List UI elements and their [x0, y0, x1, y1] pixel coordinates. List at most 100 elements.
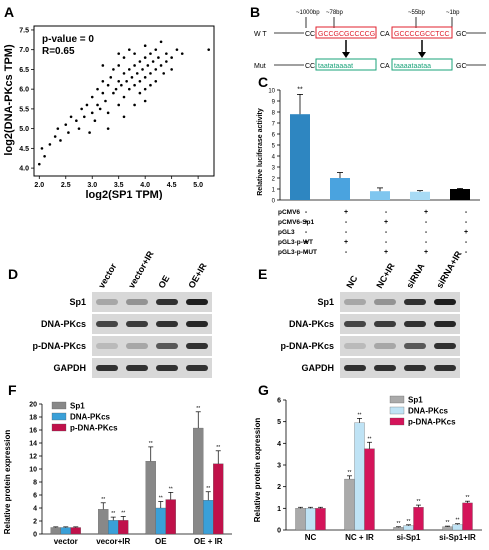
- table-mark-c: +: [424, 209, 428, 216]
- table-mark-c: +: [344, 209, 348, 216]
- scatter-point: [138, 91, 142, 95]
- table-mark-c: -: [465, 219, 468, 226]
- sig-marker: **: [149, 441, 153, 447]
- blot-band: [374, 299, 396, 305]
- scatter-point: [59, 139, 62, 142]
- blot-band: [344, 365, 366, 371]
- scatter-point: [141, 68, 144, 71]
- scatter-point: [159, 64, 163, 67]
- scatter-point: [122, 72, 126, 75]
- panel-label-d: D: [8, 266, 19, 282]
- y-tick-label: 16: [29, 428, 37, 435]
- scatter-point: [43, 154, 46, 158]
- scatter-point: [180, 52, 184, 55]
- bar: [165, 499, 176, 535]
- legend-label: Sp1: [70, 402, 85, 411]
- pos-label-1000bp: ~1000bp: [296, 10, 320, 16]
- blot-band: [404, 365, 426, 371]
- scatter-point: [75, 119, 78, 123]
- blot-band: [126, 299, 148, 305]
- scatter-point: [88, 131, 91, 134]
- scatter-point: [96, 103, 99, 107]
- table-mark-c: -: [345, 249, 348, 256]
- sig-marker: **: [348, 470, 352, 476]
- legend-label: Sp1: [408, 396, 423, 405]
- category-label: NC + IR: [345, 533, 374, 542]
- blot-band: [374, 321, 396, 327]
- protein-bar-chart-f: Relative protein expression 0 2 4 6 8 10 12 14 1…: [3, 402, 232, 546]
- scatter-point: [157, 56, 160, 59]
- scatter-point: [101, 79, 105, 83]
- sig-marker: **: [368, 436, 372, 442]
- scatter-point: [170, 68, 173, 71]
- scatter-point: [53, 135, 57, 138]
- luciferase-bar-chart: Relative luciferase activity 0 1 2 3 4 5 6 7 8 9 1…: [257, 86, 480, 256]
- blot-band: [126, 365, 148, 371]
- y-tick-label: 2: [277, 484, 281, 491]
- blot-row-label: GAPDH: [53, 363, 86, 373]
- x-tick-label-a: 2.0: [34, 182, 44, 189]
- y-tick-label-a: 6.0: [19, 87, 29, 94]
- y-tick-label-c: 0: [272, 199, 276, 205]
- scatter-point: [170, 56, 173, 59]
- y-tick-label: 6: [277, 398, 281, 405]
- scatter-point: [122, 56, 126, 59]
- scatter-point: [146, 64, 150, 67]
- legend-swatch: [389, 417, 405, 426]
- mut-seq-left: CC: [305, 63, 315, 70]
- scatter-point: [56, 127, 60, 130]
- y-tick-label: 1: [277, 506, 281, 513]
- blot-band: [156, 365, 178, 371]
- blot-band: [156, 343, 178, 349]
- sig-marker-c: **: [297, 86, 303, 93]
- y-tick-label: 12: [29, 454, 37, 461]
- x-tick-label-a: 4.5: [167, 182, 177, 189]
- scatter-point: [127, 87, 131, 91]
- y-tick-label-c: 8: [272, 111, 276, 117]
- scatter-point: [149, 83, 152, 87]
- scatter-point: [135, 72, 139, 75]
- blot-band: [186, 365, 208, 371]
- y-tick-label: 8: [33, 480, 37, 487]
- table-mark-c: -: [305, 229, 308, 236]
- table-mark-c: +: [424, 249, 428, 256]
- scatter-point: [143, 87, 147, 91]
- table-mark-c: -: [425, 229, 428, 236]
- scatter-point: [127, 68, 131, 71]
- bar: [193, 427, 204, 535]
- blot-row-label: DNA-PKcs: [40, 319, 86, 329]
- table-row-label-c: pCMV6-Sp1: [278, 219, 315, 226]
- bar: [70, 527, 81, 535]
- bar: [403, 525, 414, 531]
- scatter-point: [133, 64, 136, 67]
- y-tick-label: 2: [33, 519, 37, 526]
- pos-label-1bp: ~1bp: [446, 10, 460, 16]
- scatter-point: [162, 72, 166, 75]
- blot-band: [186, 299, 208, 305]
- scatter-point: [98, 107, 102, 111]
- panel-label-b: B: [250, 4, 261, 20]
- blot-strip: [340, 336, 460, 356]
- bar: [213, 463, 224, 535]
- blot-band: [186, 321, 208, 327]
- wt-site2: GCCCCGCCTCC: [394, 31, 450, 38]
- scatter-point: [117, 79, 121, 83]
- promoter-diagram: ~1000bp ~78bp ~55bp ~1bp W T CC GCCGCGCC…: [254, 10, 486, 71]
- blot-band: [96, 299, 118, 305]
- category-label: si-Sp1: [396, 533, 421, 542]
- table-mark-c: -: [465, 209, 468, 216]
- y-axis-label-g: Relative protein expression: [253, 418, 262, 523]
- scatter-point: [154, 68, 158, 71]
- scatter-point: [122, 115, 126, 119]
- scatter-point: [112, 91, 115, 95]
- wt-seq-left: CC: [305, 31, 315, 38]
- y-tick-label-a: 7.5: [19, 27, 29, 34]
- bar: [442, 526, 453, 531]
- table-mark-c: -: [305, 249, 308, 256]
- y-axis-label-f: Relative protein expression: [3, 430, 12, 535]
- protein-bar-chart-g: Relative protein expression 0 1 2 3 4 5 6 ** **…: [253, 396, 482, 542]
- sig-marker: **: [466, 495, 470, 501]
- table-mark-c: -: [345, 229, 348, 236]
- blot-band: [344, 321, 366, 327]
- category-label: vecor+IR: [96, 537, 130, 546]
